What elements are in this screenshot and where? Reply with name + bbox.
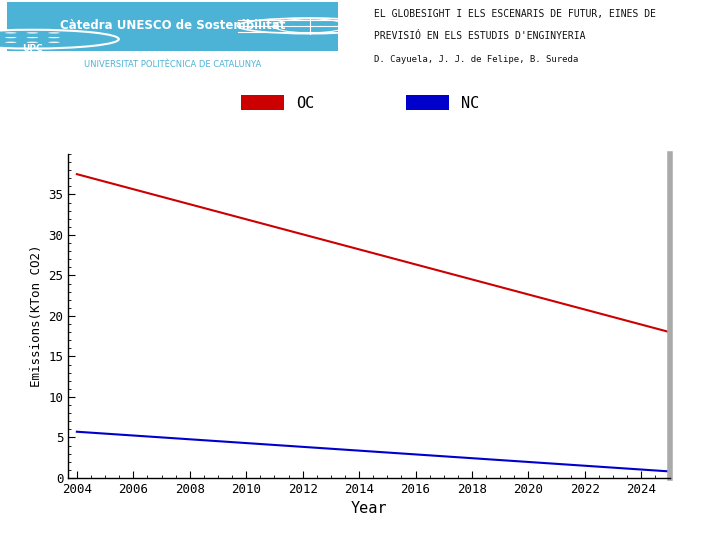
Circle shape (5, 32, 17, 33)
Circle shape (5, 42, 17, 43)
Circle shape (5, 37, 17, 38)
Text: EL GLOBESIGHT I ELS ESCENARIS DE FUTUR, EINES DE: EL GLOBESIGHT I ELS ESCENARIS DE FUTUR, … (374, 9, 657, 19)
Text: PREVISIÓ EN ELS ESTUDIS D'ENGINYERIA: PREVISIÓ EN ELS ESTUDIS D'ENGINYERIA (374, 31, 586, 42)
Circle shape (0, 30, 119, 49)
Circle shape (27, 32, 38, 33)
Circle shape (48, 42, 60, 43)
Text: UPC: UPC (22, 44, 42, 53)
Bar (7, 2, 338, 51)
Legend: OC, NC: OC, NC (235, 89, 485, 117)
X-axis label: Year: Year (351, 501, 387, 516)
Circle shape (27, 42, 38, 43)
Text: UNIVERSITAT POLITÈCNICA DE CATALUNYA: UNIVERSITAT POLITÈCNICA DE CATALUNYA (84, 60, 261, 69)
Circle shape (48, 37, 60, 38)
Circle shape (48, 32, 60, 33)
Y-axis label: Emissions(KTon CO2): Emissions(KTon CO2) (30, 245, 43, 387)
Text: D. Cayuela, J. J. de Felipe, B. Sureda: D. Cayuela, J. J. de Felipe, B. Sureda (374, 55, 579, 64)
Text: Càtedra UNESCO de Sostenibilitat: Càtedra UNESCO de Sostenibilitat (60, 19, 286, 32)
Circle shape (27, 37, 38, 38)
